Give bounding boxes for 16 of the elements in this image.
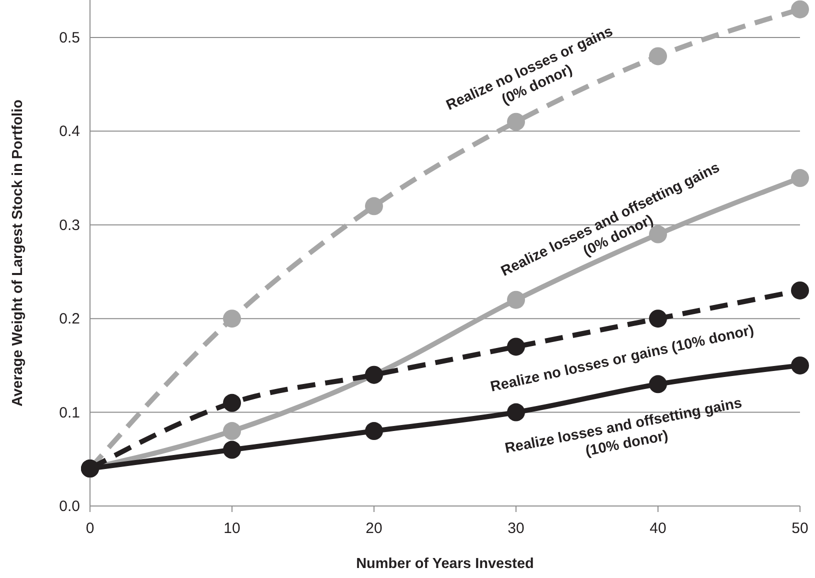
text: Realize no losses or gains (10% donor): [489, 322, 756, 396]
text: Realize losses and offsetting gains (10% donor): [504, 395, 744, 460]
x-tick-label: 10: [224, 520, 240, 537]
y-tick-label: 0.4: [59, 123, 80, 140]
y-tick-label: 0.5: [59, 29, 80, 46]
y-tick-label: 0.3: [59, 216, 80, 234]
x-tick-label: 40: [650, 520, 666, 537]
y-tick-label: 0.2: [59, 310, 80, 328]
y-tick-label: 0.1: [59, 404, 80, 422]
y-tick-label: 0.0: [59, 498, 80, 515]
x-tick-label: 0: [86, 520, 94, 537]
y-axis-title: Average Weight of Largest Stock in Portfolio: [10, 99, 26, 406]
x-tick-label: 20: [366, 520, 382, 537]
x-tick-label: 30: [508, 520, 524, 537]
x-tick-label: 50: [792, 520, 808, 537]
x-axis-title: Number of Years Invested: [356, 556, 534, 572]
